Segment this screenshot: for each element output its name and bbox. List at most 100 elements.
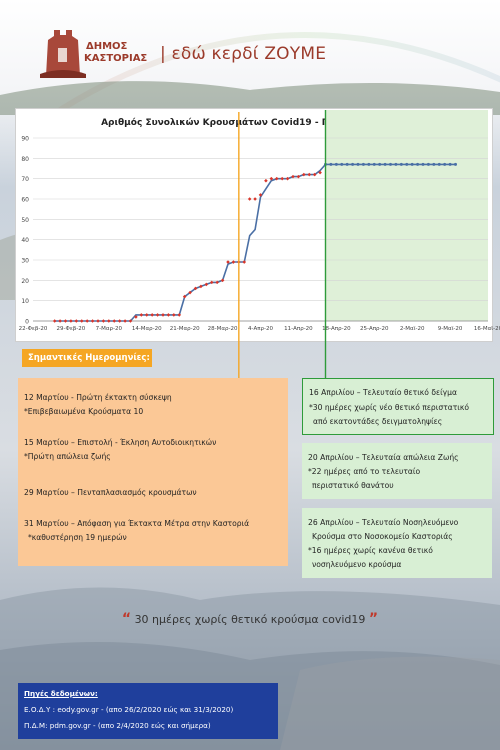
data-point	[69, 319, 73, 323]
x-tick-label: 29-Φεβ-20	[57, 326, 86, 332]
data-point	[318, 170, 322, 175]
close-quote: ”	[368, 611, 379, 627]
event-note: *καθυστέρηση 19 ημερών	[28, 533, 127, 542]
flat-data-point	[378, 162, 382, 166]
flat-data-point	[334, 162, 338, 166]
data-point	[134, 315, 138, 319]
slogan: “ 30 ημέρες χωρίς θετικό κρούσμα covid19…	[0, 611, 500, 627]
flat-data-point	[399, 162, 403, 166]
flat-data-point	[432, 162, 436, 166]
x-tick-label: 11-Απρ-20	[284, 326, 313, 332]
sources-box: Πηγές δεδομένων: Ε.Ο.Δ.Υ : eody.gov.gr -…	[18, 683, 278, 739]
flat-data-point	[345, 162, 349, 166]
event-note: Κρούσμα στο Νοσοκομείο Καστοριάς	[312, 532, 453, 541]
flat-data-point	[394, 162, 398, 166]
data-point	[79, 319, 84, 323]
data-point	[128, 319, 133, 323]
data-point	[296, 174, 301, 179]
data-point	[215, 280, 219, 285]
data-point	[101, 319, 106, 323]
event-title: 16 Απριλίου – Τελευταίο θετικό δείγμα	[309, 388, 457, 397]
x-tick-label: 14-Μαρ-20	[132, 326, 162, 332]
flat-data-point	[405, 162, 409, 166]
flat-data-point	[351, 162, 355, 166]
data-point	[144, 313, 149, 317]
flat-data-point	[426, 162, 430, 166]
y-tick-label: 80	[21, 156, 29, 163]
data-point	[199, 284, 203, 289]
data-point	[264, 178, 268, 183]
event-note: περιστατικό θανάτου	[312, 481, 394, 490]
data-point	[161, 313, 165, 317]
data-point	[52, 319, 57, 323]
flat-data-point	[437, 162, 441, 166]
event-title: 15 Μαρτίου – Επιστολή - Έκληση Αυτοδιοικ…	[24, 438, 217, 447]
flat-data-point	[416, 162, 420, 166]
y-tick-label: 30	[21, 258, 29, 265]
data-point	[182, 294, 187, 299]
event-note: *Πρώτη απώλεια ζωής	[24, 452, 111, 461]
data-point	[96, 319, 100, 323]
source-line: Π.Δ.Μ: pdm.gov.gr - (απο 2/4/2020 εώς κα…	[24, 721, 211, 730]
y-tick-label: 0	[25, 319, 29, 326]
y-tick-label: 50	[21, 217, 29, 224]
events-right-box-2: 20 Απριλίου – Τελευταία απώλεια Ζωής *22…	[302, 443, 492, 499]
events-right-box-3: 26 Απριλίου – Τελευταίο Νοσηλευόμενο Κρο…	[302, 508, 492, 578]
data-point	[123, 319, 127, 323]
flat-data-point	[410, 162, 414, 166]
data-point	[117, 319, 122, 323]
data-point	[172, 313, 176, 317]
source-line: Ε.Ο.Δ.Υ : eody.gov.gr - (απο 26/2/2020 ε…	[24, 705, 234, 714]
flat-data-point	[389, 162, 392, 166]
flat-data-point	[443, 162, 447, 166]
data-point	[247, 197, 252, 201]
y-tick-label: 70	[21, 176, 29, 183]
data-point	[220, 278, 225, 283]
y-tick-label: 20	[21, 278, 29, 285]
flat-data-point	[448, 162, 452, 166]
x-tick-label: 7-Μαρ-20	[96, 326, 123, 332]
event-title: 12 Μαρτίου - Πρώτη έκτακτη σύσκεψη	[24, 393, 172, 402]
data-point	[166, 313, 171, 317]
flat-data-point	[421, 162, 425, 166]
x-tick-label: 21-Μαρ-20	[170, 326, 200, 332]
header-title: | εδώ κερδί ΖΟΥΜΕ	[160, 44, 327, 64]
x-tick-label: 28-Μαρ-20	[208, 326, 238, 332]
data-point	[204, 282, 209, 287]
data-point	[177, 313, 182, 317]
event-title: 29 Μαρτίου – Πενταπλασιασμός κρουσμάτων	[24, 488, 197, 497]
chart-title: Αριθμός Συνολικών Κρουσμάτων Covid19 - Π…	[101, 118, 399, 128]
flat-data-point	[383, 162, 387, 166]
data-point	[107, 319, 111, 323]
data-point	[242, 260, 247, 264]
data-point	[269, 176, 274, 181]
data-point	[150, 313, 154, 317]
flat-data-point	[356, 162, 360, 166]
data-point	[188, 290, 192, 295]
y-tick-label: 10	[21, 298, 29, 305]
data-point	[280, 176, 284, 181]
slogan-text: 30 ημέρες χωρίς θετικό κρούσμα covid19	[134, 613, 366, 626]
data-point	[74, 319, 79, 323]
event-note: *30 ημέρες χωρίς νέο θετικό περιστατικό	[309, 403, 469, 412]
event-note: *16 ημέρες χωρίς κανένα θετικό	[308, 546, 433, 555]
y-tick-label: 90	[21, 136, 29, 143]
flat-data-point	[340, 162, 344, 166]
data-point	[63, 319, 68, 323]
data-point	[312, 172, 317, 177]
flat-data-point	[454, 162, 457, 166]
data-point	[155, 313, 160, 317]
data-point	[90, 319, 95, 323]
x-tick-label: 9-Μαϊ-20	[438, 326, 463, 332]
flat-data-point	[329, 162, 333, 166]
flat-data-point	[361, 162, 365, 166]
castle-logo-icon	[40, 30, 86, 78]
logo-line2: ΚΑΣΤΟΡΙΑΣ	[84, 53, 148, 64]
flat-data-point	[372, 162, 376, 166]
x-tick-label: 18-Απρ-20	[322, 326, 351, 332]
event-note: από εκατοντάδες δειγματοληψίες	[313, 417, 443, 426]
data-point	[302, 172, 306, 177]
data-point	[226, 260, 230, 264]
data-point	[58, 319, 62, 323]
